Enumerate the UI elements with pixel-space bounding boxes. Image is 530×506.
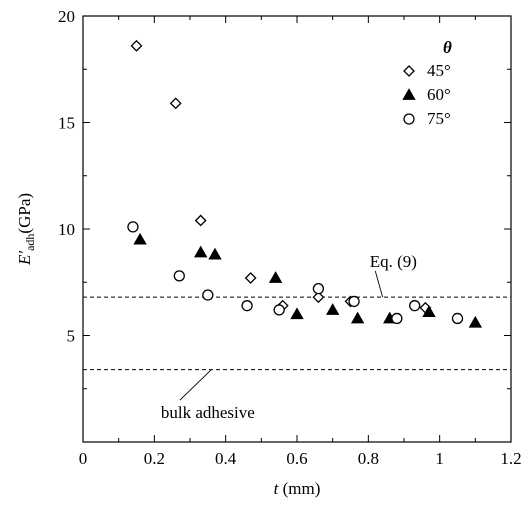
data-point [312,291,325,304]
data-points [127,39,483,328]
y-tick-label: 15 [58,114,75,133]
data-point [312,282,325,295]
x-axis-title: t (mm) [274,479,321,498]
reference-line-pointer [374,270,384,298]
y-axis-unit: (GPa) [15,193,34,234]
legend-entry-label: 45° [427,61,451,80]
data-point [350,311,365,324]
x-axis-variable: t [274,479,280,498]
x-tick-label: 0 [79,449,88,468]
data-point [273,304,285,316]
x-tick-label: 1 [435,449,444,468]
legend-title: θ [443,38,452,57]
x-tick-label: 1.2 [500,449,521,468]
y-tick-label: 5 [67,327,76,346]
reference-line-label: Eq. (9) [370,252,417,271]
data-point [451,312,464,325]
x-axis-unit: (mm) [278,479,320,498]
data-point [194,214,207,227]
legend-marker [403,65,415,77]
axis-titles: t (mm) E′adh(GPa) [15,193,320,498]
legend-marker [403,113,415,125]
data-point [173,270,185,282]
axes: 0 0.2 0.4 0.6 0.8 1 1.2 5 10 15 20 [58,7,522,468]
legend-marker [402,88,416,100]
y-axis-title: E′adh(GPa) [15,193,37,266]
data-point [468,315,483,328]
reference-lines: Eq. (9) bulk adhesive [83,252,511,422]
data-point [130,39,143,52]
x-tick-label: 0.4 [215,449,237,468]
y-axis-subscript: adh [23,234,37,251]
data-point [422,305,436,317]
data-point [325,303,340,315]
data-point [348,295,360,308]
data-point [202,289,214,301]
series-1 [133,232,483,328]
y-tick-label: 10 [58,220,75,239]
series-2 [127,221,464,325]
legend-entry-label: 75° [427,109,451,128]
data-point [241,300,253,312]
data-point [244,272,257,284]
data-point [268,271,283,283]
data-point [391,312,403,325]
legend-entry-label: 60° [427,85,451,104]
legend: θ 45° 60° 75° [402,38,452,128]
y-axis-variable: E′ [15,251,34,266]
reference-line-pointer [179,369,212,401]
x-tick-label: 0.6 [286,449,307,468]
reference-line-label: bulk adhesive [161,403,255,422]
data-point [409,300,421,312]
x-tick-label: 0.2 [144,449,165,468]
y-tick-label: 20 [58,7,75,26]
data-point [208,247,222,260]
x-tick-label: 0.8 [358,449,379,468]
data-point [290,307,304,320]
data-point [127,221,139,233]
data-point [169,97,182,110]
data-point [133,232,147,245]
data-point [194,245,208,258]
